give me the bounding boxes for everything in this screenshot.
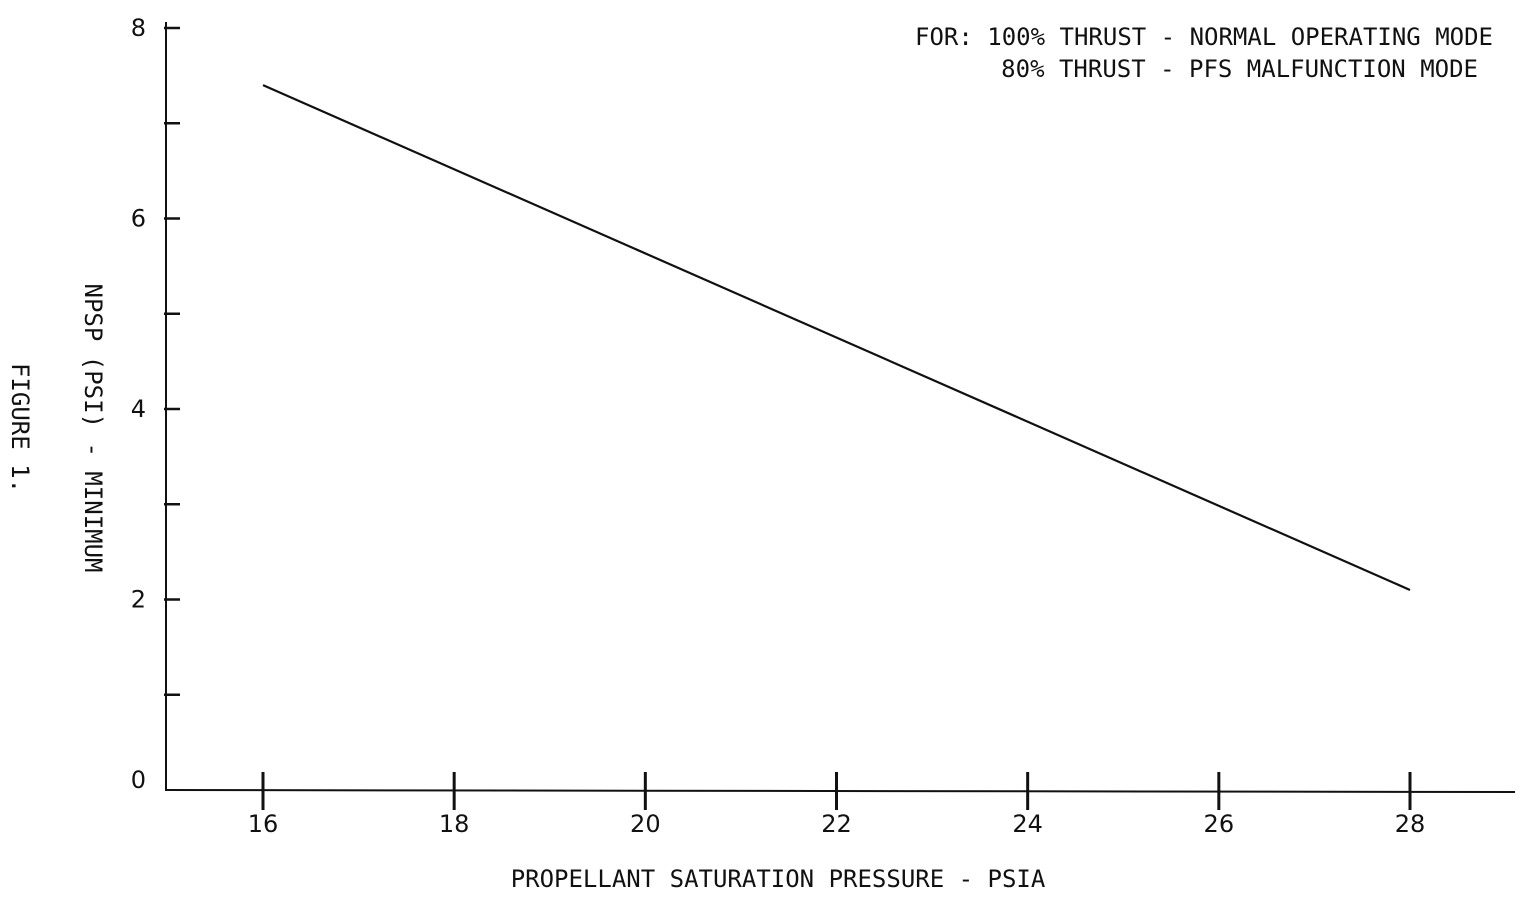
y-tick-label-6: 6 <box>131 205 146 233</box>
y-axis-label: NPSP (PSI) - MINIMUM <box>79 284 107 573</box>
x-tick-label-20: 20 <box>630 810 661 838</box>
x-tick-label-26: 26 <box>1204 810 1235 838</box>
x-tick-label-16: 16 <box>248 810 279 838</box>
annotation-line-2: 80% THRUST - PFS MALFUNCTION MODE <box>1001 55 1478 83</box>
x-tick-label-18: 18 <box>439 810 470 838</box>
x-tick-label-24: 24 <box>1012 810 1043 838</box>
plot-area <box>262 84 1411 591</box>
x-tick-label-28: 28 <box>1395 810 1426 838</box>
axes <box>164 22 1516 793</box>
y-tick-label-8: 8 <box>131 14 146 42</box>
y-tick-label-4: 4 <box>131 395 146 423</box>
annotation-line-1: FOR: 100% THRUST - NORMAL OPERATING MODE <box>915 23 1493 51</box>
x-axis-line <box>164 789 1516 793</box>
x-tick-label-22: 22 <box>821 810 852 838</box>
y-tick-label-2: 2 <box>131 586 146 614</box>
x-axis-label: PROPELLANT SATURATION PRESSURE - PSIA <box>511 865 1046 893</box>
y-tick-label-0: 0 <box>131 766 146 794</box>
series-line-0 <box>262 84 1411 591</box>
figure-label: FIGURE 1. <box>6 363 34 493</box>
